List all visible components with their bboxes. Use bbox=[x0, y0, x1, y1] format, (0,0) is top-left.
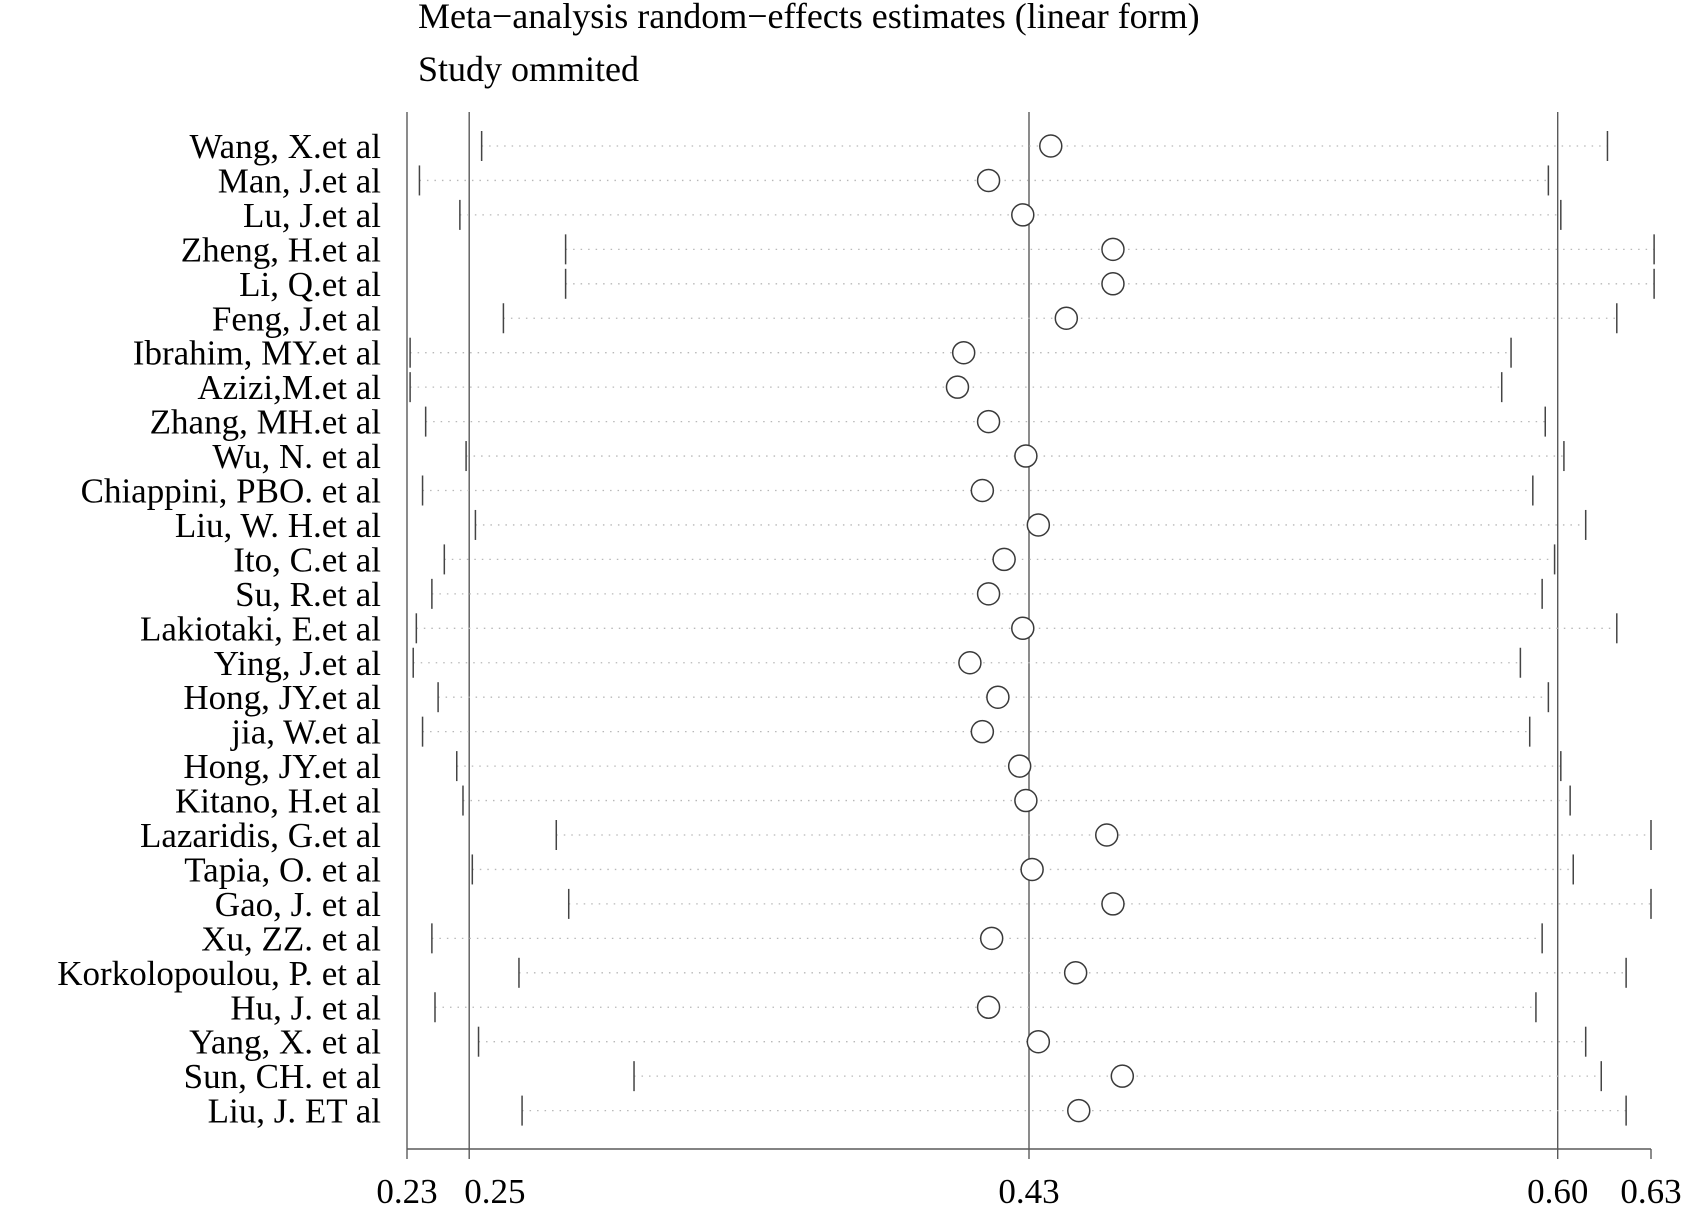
study-label: Lakiotaki, E.et al bbox=[140, 609, 381, 648]
estimate-marker bbox=[1020, 857, 1044, 882]
study-row: Zheng, H.et al bbox=[181, 230, 1655, 269]
x-axis: 0.23 0.25 0.43 0.60 0.63 bbox=[376, 1148, 1682, 1209]
study-row: Lazaridis, G.et al bbox=[140, 816, 1652, 855]
study-label: Liu, J. ET al bbox=[208, 1092, 382, 1131]
x-tick-label: 0.25 bbox=[464, 1172, 525, 1209]
estimate-marker bbox=[970, 478, 995, 503]
study-row: Ito, C.et al bbox=[233, 540, 1556, 579]
study-row: Lu, J.et al bbox=[243, 196, 1562, 235]
study-row: Sun, CH. et al bbox=[184, 1057, 1602, 1096]
study-label: jia, W.et al bbox=[229, 713, 381, 752]
x-tick-label: 0.63 bbox=[1620, 1172, 1681, 1209]
estimate-marker bbox=[986, 685, 1010, 709]
study-row: Yang, X. et al bbox=[189, 1023, 1587, 1062]
study-label: Hong, JY.et al bbox=[183, 747, 381, 786]
estimate-marker bbox=[1101, 237, 1125, 262]
study-label: Azizi,M.et al bbox=[197, 368, 381, 407]
study-label: Kitano, H.et al bbox=[175, 782, 381, 821]
estimate-marker bbox=[1014, 444, 1038, 468]
study-row: Azizi,M.et al bbox=[197, 368, 1503, 407]
estimate-marker bbox=[945, 375, 970, 399]
study-row: Man, J.et al bbox=[218, 161, 1550, 200]
estimate-marker bbox=[992, 547, 1016, 572]
estimate-marker bbox=[1026, 513, 1051, 537]
study-label: Zheng, H.et al bbox=[181, 230, 381, 269]
x-tick-label: 0.60 bbox=[1527, 1172, 1588, 1209]
x-tick-label: 0.43 bbox=[998, 1172, 1059, 1209]
estimate-marker bbox=[976, 409, 1001, 434]
estimate-marker bbox=[1067, 1098, 1091, 1123]
study-row: Li, Q.et al bbox=[239, 265, 1655, 304]
study-row: Gao, J. et al bbox=[215, 885, 1652, 924]
study-row: Hong, JY.et al bbox=[183, 678, 1550, 717]
estimate-marker bbox=[1054, 306, 1079, 330]
estimate-marker bbox=[1110, 1064, 1135, 1088]
study-label: Feng, J.et al bbox=[212, 299, 381, 338]
study-label: Zhang, MH.et al bbox=[150, 403, 382, 442]
study-row: Liu, W. H.et al bbox=[175, 506, 1587, 545]
study-row: Wu, N. et al bbox=[212, 437, 1565, 476]
study-label: Sun, CH. et al bbox=[184, 1057, 382, 1096]
study-label: Lu, J.et al bbox=[243, 196, 381, 235]
study-row: Liu, J. ET al bbox=[208, 1092, 1627, 1131]
estimate-marker bbox=[976, 995, 1001, 1019]
study-label: Man, J.et al bbox=[218, 161, 382, 200]
study-row: Ying, J.et al bbox=[214, 644, 1522, 683]
study-row: Korkolopoulou, P. et al bbox=[57, 954, 1627, 993]
estimate-marker bbox=[1026, 1029, 1051, 1054]
study-label: Su, R.et al bbox=[235, 575, 381, 614]
estimate-marker bbox=[1095, 823, 1119, 847]
study-row: jia, W.et al bbox=[229, 713, 1531, 752]
study-row: Xu, ZZ. et al bbox=[201, 919, 1543, 958]
study-label: Chiappini, PBO. et al bbox=[81, 472, 382, 511]
study-label: Liu, W. H.et al bbox=[175, 506, 381, 545]
study-label: Gao, J. et al bbox=[215, 885, 381, 924]
study-row: Zhang, MH.et al bbox=[150, 403, 1547, 442]
study-row: Lakiotaki, E.et al bbox=[140, 609, 1618, 648]
estimate-marker bbox=[976, 582, 1001, 606]
estimate-marker bbox=[979, 926, 1004, 951]
estimate-marker bbox=[1101, 892, 1125, 916]
study-row: Tapia, O. et al bbox=[184, 850, 1574, 889]
estimate-marker bbox=[1014, 788, 1038, 813]
estimate-marker bbox=[1101, 272, 1125, 296]
chart-subtitle: Study ommited bbox=[418, 49, 639, 89]
study-label: Yang, X. et al bbox=[189, 1023, 381, 1062]
study-row: Su, R.et al bbox=[235, 575, 1543, 614]
study-label: Lazaridis, G.et al bbox=[140, 816, 381, 855]
study-row: Ibrahim, MY.et al bbox=[133, 334, 1512, 373]
x-tick-label: 0.23 bbox=[376, 1172, 437, 1209]
study-label: Tapia, O. et al bbox=[184, 850, 381, 889]
study-label: Xu, ZZ. et al bbox=[201, 919, 381, 958]
study-label: Hu, J. et al bbox=[230, 988, 381, 1027]
study-row: Hong, JY.et al bbox=[183, 747, 1562, 786]
study-row: Kitano, H.et al bbox=[175, 782, 1571, 821]
estimate-marker bbox=[1011, 203, 1035, 227]
estimate-marker bbox=[951, 340, 976, 365]
chart-title: Meta−analysis random−effects estimates (… bbox=[418, 0, 1200, 36]
study-label: Ibrahim, MY.et al bbox=[133, 334, 381, 373]
estimate-marker bbox=[1007, 754, 1032, 778]
estimate-marker bbox=[958, 651, 982, 675]
study-row: Chiappini, PBO. et al bbox=[81, 472, 1534, 511]
study-label: Korkolopoulou, P. et al bbox=[57, 954, 381, 993]
study-label: Ying, J.et al bbox=[214, 644, 381, 683]
study-label: Hong, JY.et al bbox=[183, 678, 381, 717]
estimate-marker bbox=[976, 168, 1001, 193]
study-label: Li, Q.et al bbox=[239, 265, 381, 304]
study-label: Ito, C.et al bbox=[233, 540, 381, 579]
estimate-marker bbox=[1063, 961, 1088, 985]
estimate-marker bbox=[1039, 134, 1063, 158]
reference-lines bbox=[406, 112, 1559, 1149]
study-row: Hu, J. et al bbox=[230, 988, 1537, 1027]
study-label: Wang, X.et al bbox=[189, 127, 381, 166]
study-row: Feng, J.et al bbox=[212, 299, 1618, 338]
estimate-marker bbox=[1011, 616, 1035, 641]
study-label: Wu, N. et al bbox=[212, 437, 381, 476]
study-row: Wang, X.et al bbox=[189, 127, 1609, 166]
estimate-marker bbox=[970, 719, 995, 744]
